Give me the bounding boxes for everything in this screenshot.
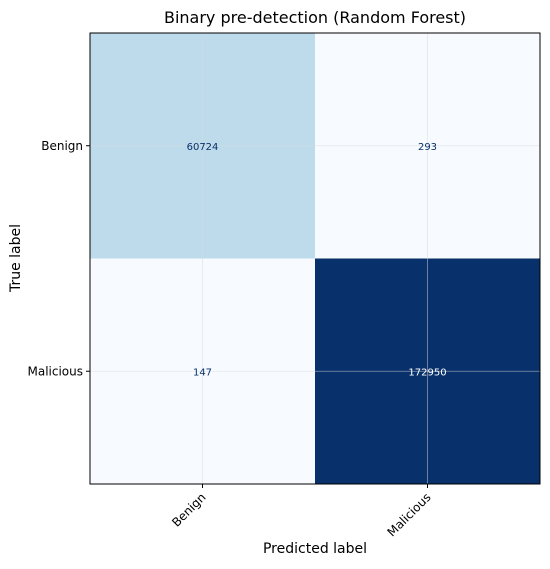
y-axis-label: True label [8, 224, 24, 293]
x-tick-label: Benign [169, 490, 208, 529]
plot-frame [89, 32, 541, 485]
y-axis-ticks: Benign Malicious [27, 139, 90, 378]
x-axis-label: Predicted label [263, 541, 367, 557]
heatmap-cells [90, 33, 540, 484]
cell-value-label: 147 [193, 367, 212, 378]
cell-value-label: 60724 [187, 142, 219, 153]
y-tick-label: Malicious [27, 364, 83, 378]
chart-title: Binary pre-detection (Random Forest) [164, 8, 466, 27]
x-tick-label: Malicious [384, 490, 433, 539]
cell-value-label: 293 [418, 142, 437, 153]
grid-lines [90, 33, 540, 484]
y-tick-label: Benign [41, 139, 83, 153]
cell-value-label: 172950 [408, 367, 446, 378]
x-axis-ticks: Benign Malicious [169, 484, 434, 539]
cell-value-labels: 60724 293 147 172950 [187, 142, 447, 379]
